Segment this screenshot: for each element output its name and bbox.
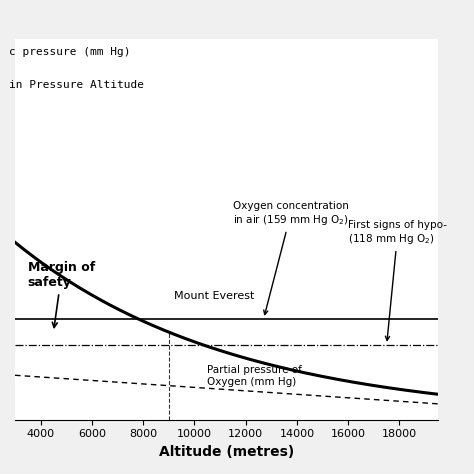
Text: Partial pressure of
Oxygen (mm Hg): Partial pressure of Oxygen (mm Hg)	[207, 365, 302, 387]
Text: in Pressure Altitude: in Pressure Altitude	[9, 80, 145, 90]
X-axis label: Altitude (metres): Altitude (metres)	[159, 445, 294, 459]
Text: Mount Everest: Mount Everest	[174, 291, 254, 301]
Text: c pressure (mm Hg): c pressure (mm Hg)	[9, 47, 131, 57]
Text: First signs of hypo-
(118 mm Hg O$_2$): First signs of hypo- (118 mm Hg O$_2$)	[348, 220, 447, 340]
Text: Oxygen concentration
in air (159 mm Hg O$_2$): Oxygen concentration in air (159 mm Hg O…	[233, 201, 349, 315]
Text: Margin of
safety: Margin of safety	[28, 261, 95, 328]
